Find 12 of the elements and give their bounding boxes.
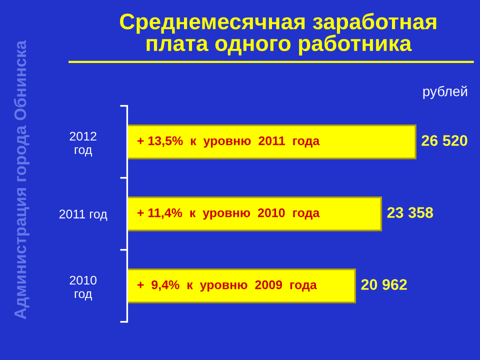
y-tick-label: 2012 год xyxy=(70,132,96,156)
annotation: + 9,4% к уровню 2009 года xyxy=(137,280,317,292)
data-label: 26 520 xyxy=(422,135,468,146)
annotation: + 13,5% к уровню 2011 года xyxy=(137,136,320,148)
text: Администрация города Обнинска xyxy=(14,40,30,320)
y-tick-label: 2011 год xyxy=(59,210,108,221)
y-tick-label: 2010 год xyxy=(70,276,96,300)
text: рублей xyxy=(423,86,468,99)
data-label: 23 358 xyxy=(387,207,434,218)
data-label: 20 962 xyxy=(361,279,407,290)
annotation: + 11,4% к уровню 2010 года xyxy=(137,208,320,220)
chart-title: Среднемесячная заработная плата одного работника xyxy=(120,12,436,56)
